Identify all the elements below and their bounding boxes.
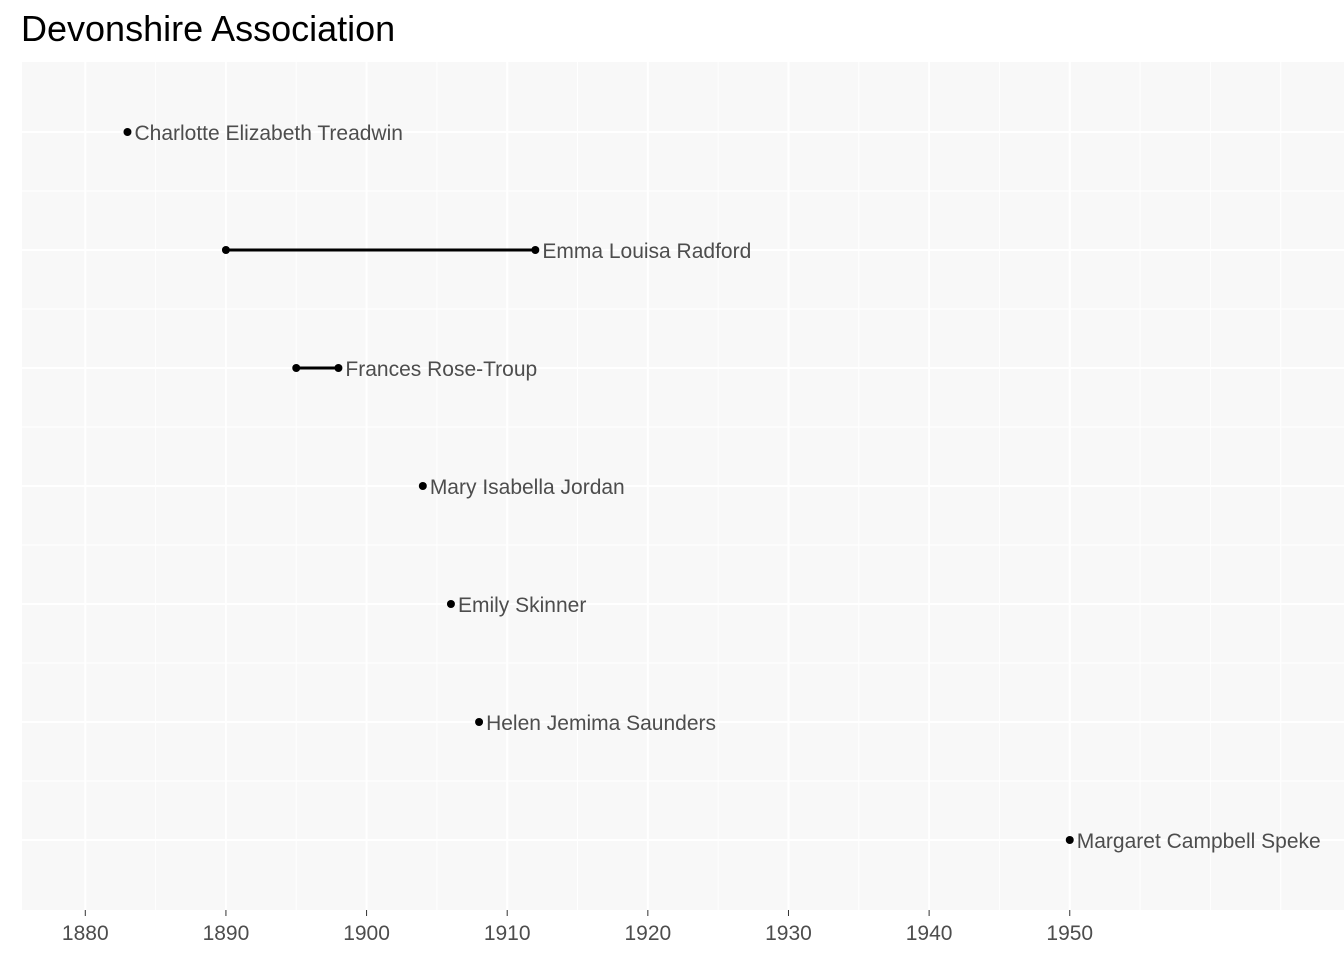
timeline-marks: Charlotte Elizabeth Treadwin Emma Louisa … [123, 122, 1321, 853]
x-tick-label: 1880 [62, 922, 109, 945]
end-point [475, 718, 484, 726]
end-point [1065, 836, 1074, 844]
end-point [334, 364, 343, 372]
point-label: Frances Rose-Troup [345, 358, 537, 381]
start-point [221, 246, 230, 254]
point-label: Emily Skinner [458, 594, 586, 617]
point-label: Helen Jemima Saunders [486, 712, 716, 735]
point-label: Mary Isabella Jordan [430, 476, 625, 499]
x-axis-ticks: 1880 1890 1900 1910 1920 1930 1940 1950 [62, 910, 1093, 945]
point-label: Margaret Campbell Speke [1077, 830, 1321, 853]
point-label: Emma Louisa Radford [542, 240, 751, 263]
start-point [292, 364, 301, 372]
x-tick-label: 1900 [343, 922, 390, 945]
x-tick-label: 1890 [203, 922, 250, 945]
x-tick-label: 1950 [1046, 922, 1093, 945]
x-tick-label: 1930 [765, 922, 812, 945]
end-point [418, 482, 427, 490]
x-tick-label: 1910 [484, 922, 531, 945]
end-point [123, 128, 132, 136]
end-point [446, 600, 455, 608]
end-point [531, 246, 540, 254]
x-tick-label: 1920 [624, 922, 671, 945]
chart-title: Devonshire Association [21, 8, 396, 49]
x-tick-label: 1940 [906, 922, 953, 945]
grid-major [22, 62, 1344, 910]
point-label: Charlotte Elizabeth Treadwin [134, 122, 402, 145]
